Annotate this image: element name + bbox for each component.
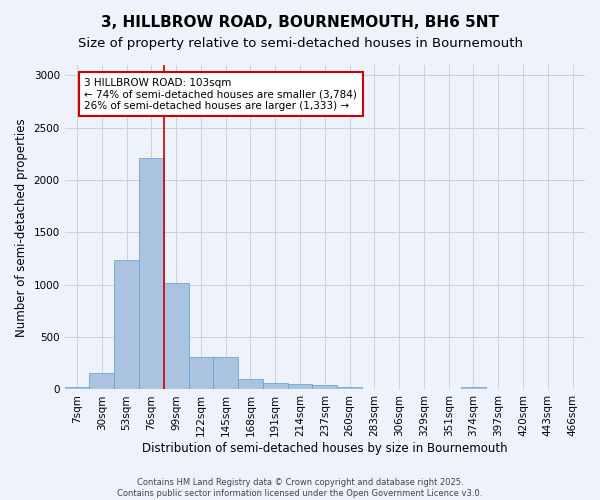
Bar [139, 158, 164, 390]
Text: 3, HILLBROW ROAD, BOURNEMOUTH, BH6 5NT: 3, HILLBROW ROAD, BOURNEMOUTH, BH6 5NT [101, 15, 499, 30]
Bar [263, 383, 287, 390]
Bar [214, 357, 238, 390]
Bar [65, 388, 89, 390]
X-axis label: Distribution of semi-detached houses by size in Bournemouth: Distribution of semi-detached houses by … [142, 442, 508, 455]
Bar [188, 357, 214, 390]
Y-axis label: Number of semi-detached properties: Number of semi-detached properties [15, 118, 28, 336]
Bar [114, 260, 139, 390]
Bar [461, 387, 486, 390]
Bar [313, 386, 337, 390]
Bar [89, 372, 114, 390]
Bar [337, 387, 362, 390]
Bar [164, 282, 188, 390]
Bar [287, 384, 313, 390]
Text: Size of property relative to semi-detached houses in Bournemouth: Size of property relative to semi-detach… [77, 38, 523, 51]
Text: 3 HILLBROW ROAD: 103sqm
← 74% of semi-detached houses are smaller (3,784)
26% of: 3 HILLBROW ROAD: 103sqm ← 74% of semi-de… [85, 78, 358, 111]
Text: Contains HM Land Registry data © Crown copyright and database right 2025.
Contai: Contains HM Land Registry data © Crown c… [118, 478, 482, 498]
Bar [238, 379, 263, 390]
